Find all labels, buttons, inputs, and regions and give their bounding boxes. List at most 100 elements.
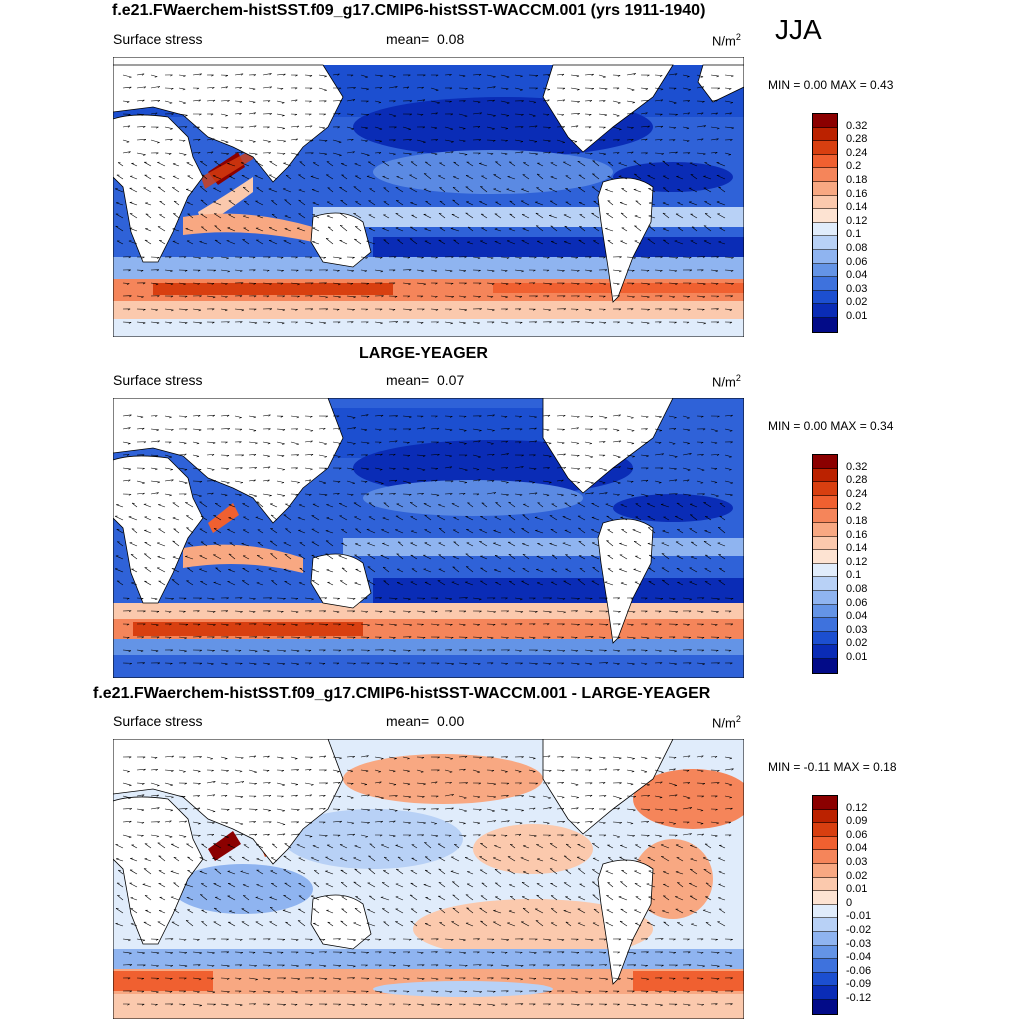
wind-vector	[620, 516, 628, 521]
wind-vector	[500, 769, 508, 773]
wind-vector	[710, 808, 718, 811]
wind-vector	[458, 428, 467, 432]
wind-vector	[430, 821, 437, 825]
wind-vector	[542, 87, 551, 91]
wind-vector	[304, 951, 314, 955]
wind-vector	[368, 502, 376, 508]
wind-vector	[584, 610, 593, 613]
wind-vector	[710, 756, 718, 759]
wind-vector	[192, 977, 202, 981]
wind-vector	[290, 782, 298, 786]
wind-vector	[584, 794, 593, 797]
wind-vector	[592, 881, 600, 888]
wind-vector	[283, 568, 292, 573]
wind-vector	[214, 225, 222, 232]
wind-vector	[184, 883, 194, 888]
wind-vector	[584, 73, 594, 76]
wind-vector	[528, 308, 536, 311]
wind-vector	[607, 240, 614, 245]
wind-vector	[593, 240, 600, 245]
wind-vector	[129, 187, 138, 193]
wind-vector	[674, 896, 684, 901]
wind-vector	[314, 870, 320, 875]
wind-vector	[676, 555, 684, 560]
wind-vector	[703, 175, 712, 180]
wind-vector	[332, 308, 340, 311]
wind-vector	[593, 227, 600, 232]
wind-vector	[696, 282, 706, 286]
wind-vector	[150, 977, 160, 980]
wind-vector	[444, 964, 452, 967]
wind-vector	[612, 256, 622, 259]
wind-vector	[318, 480, 326, 484]
wind-vector	[332, 781, 341, 784]
wind-vector	[522, 542, 530, 547]
wind-vector	[542, 649, 552, 652]
wind-vector	[199, 501, 208, 508]
wind-vector	[634, 240, 642, 245]
wind-vector	[410, 920, 418, 927]
wind-vector	[248, 977, 258, 981]
wind-vector	[444, 649, 453, 652]
wind-vector	[346, 662, 356, 665]
wind-vector	[500, 795, 509, 797]
wind-vector	[556, 467, 566, 469]
wind-vector	[402, 467, 410, 471]
wind-vector	[192, 256, 202, 260]
panel-1-units-sup: 2	[735, 32, 741, 42]
wind-vector	[186, 162, 194, 167]
wind-vector	[514, 951, 523, 954]
wind-vector	[171, 921, 180, 927]
wind-vector	[374, 964, 382, 967]
wind-vector	[360, 256, 368, 259]
wind-vector	[710, 295, 720, 298]
wind-vector	[528, 100, 537, 104]
wind-vector	[528, 125, 538, 128]
wind-vector	[269, 896, 278, 901]
wind-vector	[276, 295, 285, 298]
wind-vector	[304, 938, 313, 941]
colorbar-swatch	[813, 154, 837, 169]
wind-vector	[388, 990, 397, 993]
wind-vector	[480, 580, 488, 586]
wind-vector	[634, 581, 642, 586]
wind-vector	[339, 502, 348, 508]
wind-vector	[424, 542, 432, 547]
wind-vector	[592, 869, 600, 875]
wind-vector	[514, 139, 524, 143]
wind-vector	[248, 990, 256, 993]
wind-vector	[444, 781, 452, 784]
wind-vector	[172, 540, 180, 547]
wind-vector	[472, 440, 481, 443]
wind-vector	[514, 415, 522, 418]
wind-vector	[360, 414, 369, 417]
wind-vector	[724, 295, 733, 298]
wind-vector	[570, 649, 579, 652]
wind-vector	[598, 126, 606, 129]
wind-vector	[724, 321, 733, 324]
wind-vector	[430, 479, 438, 482]
wind-vector	[472, 87, 481, 90]
wind-vector	[366, 528, 376, 534]
wind-vector	[682, 755, 691, 758]
wind-vector	[466, 161, 474, 167]
colorbar-level-label: 0.2	[846, 501, 862, 514]
wind-vector	[243, 227, 250, 232]
wind-vector	[690, 240, 698, 245]
wind-vector	[409, 187, 418, 193]
wind-vector	[150, 951, 160, 955]
wind-vector	[493, 542, 502, 547]
wind-vector	[654, 453, 664, 456]
wind-vector	[229, 542, 236, 547]
wind-vector	[256, 844, 264, 849]
wind-vector	[458, 951, 467, 955]
wind-vector	[248, 139, 256, 143]
wind-vector	[178, 493, 187, 496]
wind-vector	[677, 227, 684, 232]
wind-vector	[304, 768, 312, 771]
wind-vector	[326, 517, 334, 521]
wind-vector	[584, 977, 593, 980]
wind-vector	[626, 480, 634, 483]
wind-vector	[458, 152, 468, 156]
wind-vector	[220, 321, 230, 324]
